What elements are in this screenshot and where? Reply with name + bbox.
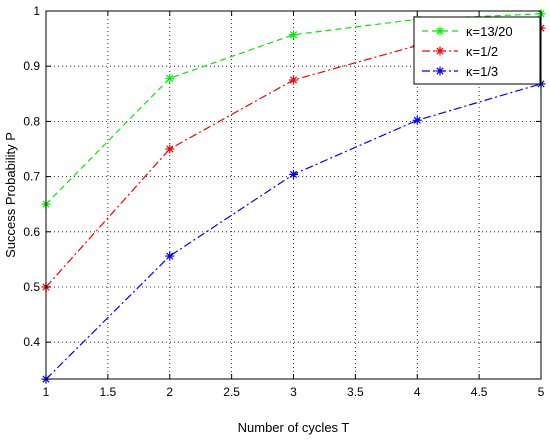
x-tick-label: 3.5 — [347, 385, 364, 399]
series-marker — [412, 115, 422, 125]
series-marker — [289, 30, 298, 40]
x-tick-label: 3 — [290, 385, 297, 399]
series-marker — [435, 26, 445, 36]
legend: κ=13/20 κ=1/2 κ=1/3 — [413, 16, 541, 85]
legend-label: κ=1/3 — [466, 64, 498, 79]
x-tick-label: 5 — [538, 385, 545, 399]
series-marker — [435, 66, 445, 76]
legend-label: κ=13/20 — [466, 24, 513, 39]
x-tick-label: 4.5 — [471, 385, 488, 399]
legend-entry: κ=1/2 — [422, 44, 498, 59]
series-marker — [289, 75, 298, 85]
x-tick-label: 1.5 — [100, 385, 117, 399]
legend-entry: κ=1/3 — [422, 64, 498, 79]
y-tick-label: 0.7 — [23, 170, 40, 184]
y-tick-label: 0.6 — [23, 225, 40, 239]
legend-label: κ=1/2 — [466, 44, 498, 59]
series-marker — [165, 73, 175, 83]
series-marker — [435, 46, 445, 56]
y-tick-label: 0.8 — [23, 114, 40, 128]
y-tick-label: 0.9 — [23, 59, 40, 73]
x-tick-label: 1 — [43, 385, 50, 399]
x-tick-label: 4 — [414, 385, 421, 399]
x-tick-label: 2 — [166, 385, 173, 399]
series-marker — [165, 251, 175, 261]
axis-ticks: 1 1.5 2 2.5 3 3.5 4 4.5 5 0.4 0.5 0.6 0.7 0.8 0.9 1 — [23, 4, 544, 399]
y-tick-label: 0.5 — [23, 280, 40, 294]
series-marker — [165, 144, 175, 154]
y-tick-label: 1 — [33, 4, 40, 18]
y-tick-label: 0.4 — [23, 335, 40, 349]
y-axis-label: Success Probability P — [3, 132, 18, 258]
x-axis-label: Number of cycles T — [238, 420, 350, 435]
x-tick-label: 2.5 — [223, 385, 240, 399]
legend-entry: κ=13/20 — [422, 24, 513, 39]
series-marker — [289, 169, 298, 179]
